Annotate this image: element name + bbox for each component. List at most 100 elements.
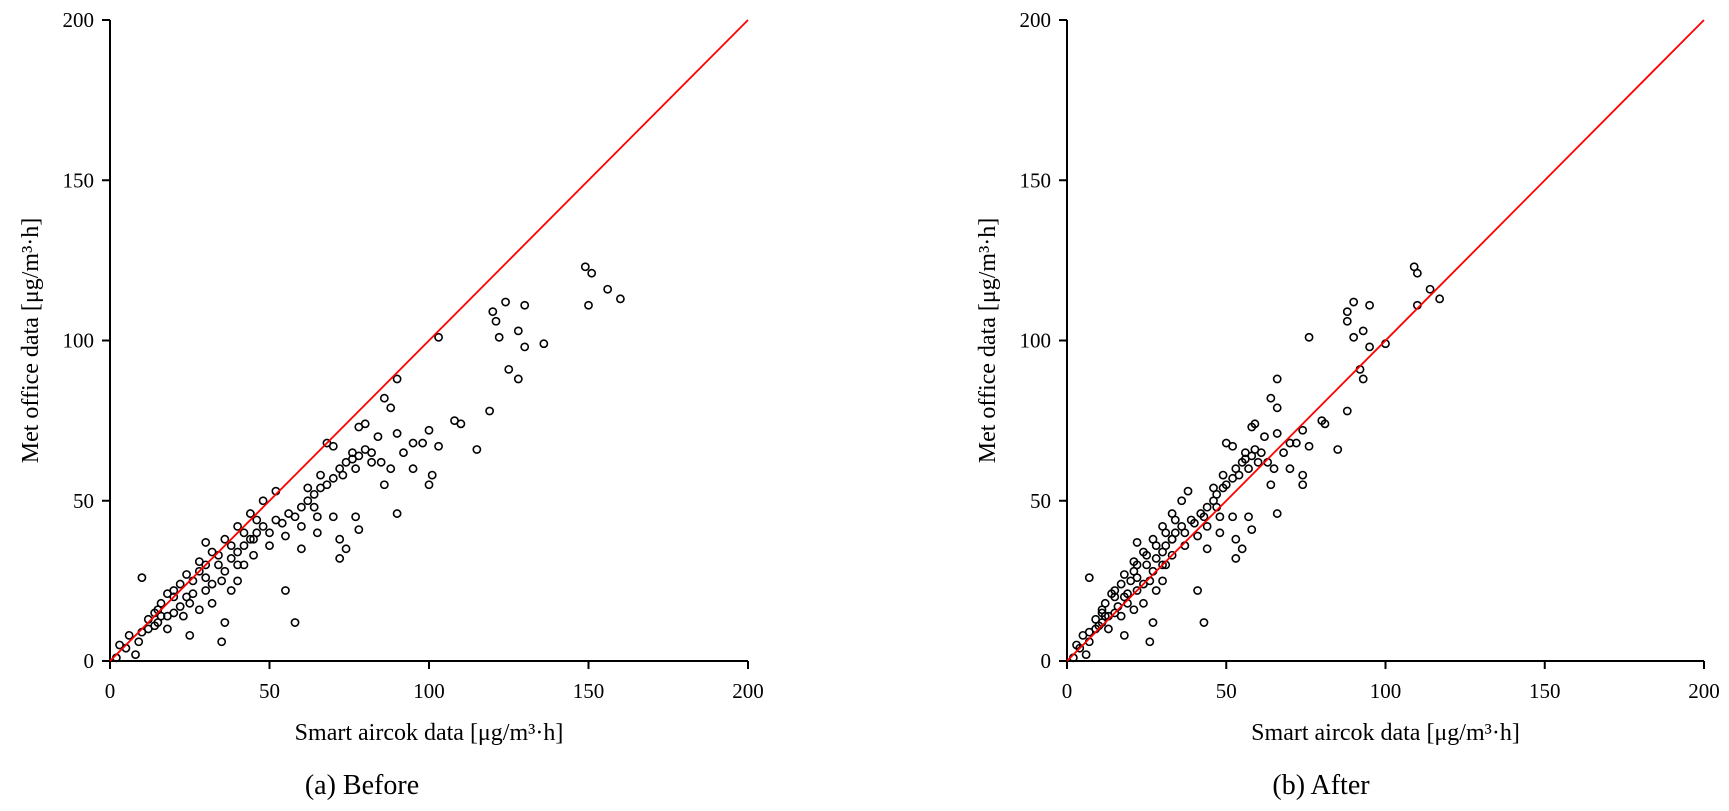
data-point <box>290 618 300 627</box>
data-point <box>354 525 364 534</box>
data-point <box>1116 579 1126 589</box>
data-point <box>328 512 338 522</box>
data-point <box>367 457 376 467</box>
x-tick-label: 0 <box>1062 679 1073 703</box>
data-point <box>491 316 501 326</box>
data-point <box>587 268 597 278</box>
data-point <box>296 521 306 531</box>
data-point <box>233 560 242 570</box>
data-point <box>501 297 510 307</box>
data-point <box>1151 554 1161 563</box>
data-point <box>1365 300 1374 310</box>
data-point <box>1365 342 1374 352</box>
data-point <box>233 547 242 557</box>
data-point <box>472 445 482 454</box>
data-point <box>207 598 217 608</box>
data-point <box>1256 448 1266 458</box>
data-point <box>1231 464 1241 474</box>
x-tick-label: 150 <box>1529 679 1561 703</box>
data-point <box>1279 448 1288 458</box>
data-point <box>175 579 185 589</box>
y-axis-label: Met office data [μg/m³·h] <box>975 218 1001 464</box>
data-point <box>1298 425 1308 435</box>
data-point <box>603 284 613 294</box>
data-point <box>418 438 428 448</box>
data-point <box>580 262 590 272</box>
data-point <box>1110 586 1120 595</box>
data-point <box>1139 598 1148 608</box>
data-point <box>312 512 322 522</box>
data-point <box>1221 438 1231 448</box>
data-point <box>335 554 345 563</box>
data-point <box>150 621 160 631</box>
x-tick-label: 50 <box>259 679 280 703</box>
x-tick-label: 50 <box>1216 679 1237 703</box>
data-point <box>1190 518 1199 528</box>
data-point <box>220 618 230 627</box>
data-point <box>1177 496 1187 506</box>
panel-before: 0 50 100 150 200 0 50 100 150 200 Smart aircok dat… <box>18 8 764 801</box>
data-point <box>1202 544 1212 554</box>
data-point <box>539 339 549 349</box>
data-point <box>1285 464 1295 474</box>
data-point <box>163 611 172 621</box>
panel-caption: (b) After <box>1272 770 1370 801</box>
data-point <box>1349 297 1359 307</box>
data-point <box>239 528 249 538</box>
data-point <box>185 630 195 640</box>
x-axis-label: Smart aircok data [μg/m³·h] <box>295 720 564 746</box>
data-point <box>584 300 593 310</box>
data-point <box>392 374 402 384</box>
data-point <box>367 448 376 458</box>
data-point <box>258 496 268 506</box>
data-point <box>1212 489 1222 499</box>
data-point <box>277 518 287 528</box>
data-point <box>245 509 255 518</box>
x-tick-label: 150 <box>573 679 605 703</box>
data-point <box>1142 560 1152 570</box>
data-point <box>1298 480 1308 490</box>
data-point <box>1151 586 1161 595</box>
data-point <box>1253 457 1263 467</box>
data-point <box>1349 332 1359 342</box>
data-point <box>131 650 140 659</box>
data-point <box>115 640 124 650</box>
data-point <box>185 598 195 608</box>
data-point <box>226 554 236 563</box>
data-point <box>1244 512 1253 522</box>
data-point <box>194 566 204 576</box>
data-point <box>376 457 386 467</box>
data-point <box>1237 544 1247 554</box>
data-point <box>217 637 227 647</box>
y-tick-label: 0 <box>84 649 95 673</box>
y-tick-label: 200 <box>63 8 95 32</box>
data-point <box>316 470 325 480</box>
data-point <box>1129 557 1139 567</box>
data-point <box>233 521 242 531</box>
data-point <box>1148 534 1158 544</box>
data-point <box>1231 554 1241 563</box>
data-point <box>1358 374 1368 384</box>
data-point <box>408 438 418 448</box>
data-point <box>386 403 396 413</box>
data-point <box>335 464 345 474</box>
data-point <box>1298 470 1308 480</box>
y-tick-label: 50 <box>1030 489 1051 513</box>
x-tick-label: 100 <box>1370 679 1402 703</box>
data-point <box>1199 512 1209 522</box>
data-point <box>1119 570 1129 579</box>
data-point <box>373 432 383 442</box>
data-point <box>513 326 523 336</box>
data-point <box>354 451 364 461</box>
data-point <box>188 589 198 599</box>
data-point <box>296 544 306 554</box>
data-point <box>1161 541 1171 551</box>
data-point <box>220 534 230 544</box>
data-point <box>322 480 332 490</box>
data-point <box>392 429 402 438</box>
data-point <box>1342 307 1352 317</box>
data-point <box>392 509 402 518</box>
data-point <box>322 438 332 448</box>
data-point <box>281 531 290 541</box>
